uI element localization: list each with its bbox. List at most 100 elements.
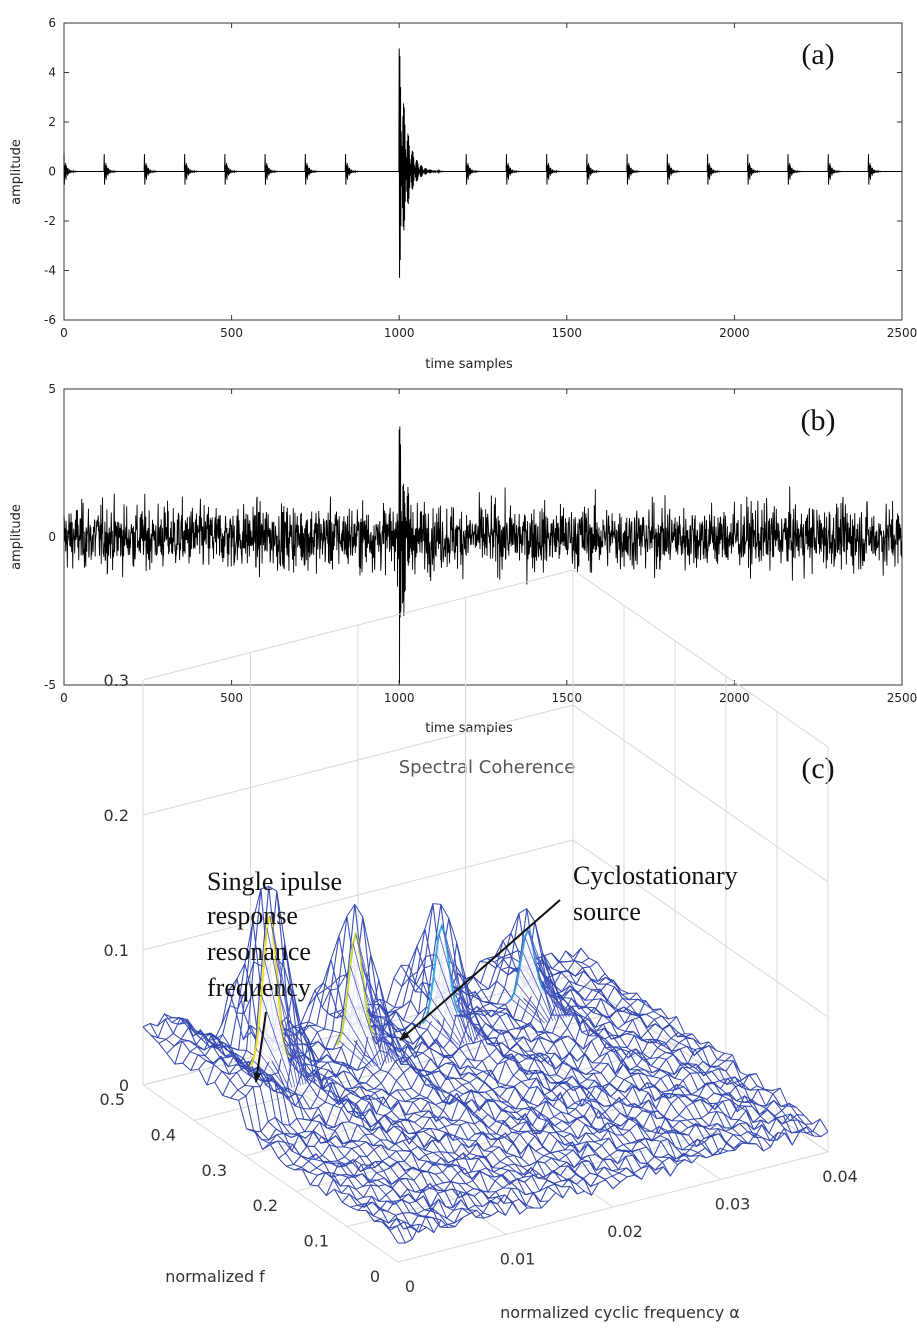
peak-stripe bbox=[449, 972, 482, 1040]
peak-stripe bbox=[255, 1048, 287, 1090]
z-tick-label: 0.3 bbox=[104, 671, 129, 690]
mesh-line bbox=[457, 973, 714, 1156]
peak-stripe bbox=[280, 1021, 312, 1083]
mesh-line bbox=[400, 903, 657, 1175]
peak-stripe bbox=[516, 982, 548, 1023]
x-axis-label: normalized cyclic frequency α bbox=[500, 1303, 740, 1322]
panel-label: (b) bbox=[801, 404, 836, 437]
peak-stripe bbox=[355, 934, 387, 1064]
mesh-line bbox=[178, 1022, 435, 1233]
y-tick-label: 5 bbox=[48, 382, 56, 396]
x-tick-label: 1500 bbox=[552, 691, 583, 705]
mesh-line bbox=[250, 1025, 506, 1216]
y-tick-label: -5 bbox=[44, 678, 56, 692]
mesh-line bbox=[522, 966, 779, 1142]
annotation-arrow bbox=[399, 899, 561, 1041]
x-tick-label: 2500 bbox=[887, 691, 917, 705]
mesh-line bbox=[228, 885, 485, 1219]
x-tick-label: 2000 bbox=[719, 691, 750, 705]
peak-stripe bbox=[283, 1041, 315, 1083]
peak-stripe bbox=[452, 991, 484, 1039]
annotation-line: resonance bbox=[207, 937, 311, 966]
x-tick-label: 2000 bbox=[719, 326, 750, 340]
mesh-line bbox=[465, 976, 721, 1157]
z-tick-label: 0.2 bbox=[104, 806, 129, 825]
grid-line bbox=[142, 1084, 399, 1263]
grid-line bbox=[346, 1116, 778, 1228]
annotation-line: frequency bbox=[207, 973, 311, 1002]
surface-peaks bbox=[249, 915, 576, 1091]
mesh-line bbox=[407, 960, 664, 1171]
x-tick-label: 1500 bbox=[552, 326, 583, 340]
chart-title: Spectral Coherence bbox=[399, 757, 576, 778]
annotation-single-impulse: Single ipulse response resonance frequen… bbox=[207, 867, 342, 1083]
peak-stripe bbox=[538, 976, 570, 1017]
mesh-line bbox=[486, 908, 743, 1149]
panel-label: (c) bbox=[801, 752, 834, 785]
peak-stripe bbox=[274, 955, 307, 1085]
annotation-cyclostationary: Cyclostationary source bbox=[399, 861, 738, 1041]
y-tick-label: 0 bbox=[370, 1267, 380, 1286]
mesh-line bbox=[422, 982, 678, 1166]
peak-stripe bbox=[438, 933, 471, 1043]
mesh-line bbox=[257, 1030, 514, 1203]
mesh-line bbox=[156, 1018, 413, 1240]
x-tick-label: 500 bbox=[220, 326, 243, 340]
mesh-line bbox=[436, 981, 693, 1164]
peak-stripe bbox=[352, 943, 385, 1065]
peak-stripe bbox=[366, 1010, 398, 1061]
panel-label: (a) bbox=[801, 38, 834, 71]
y-tick-label: 6 bbox=[48, 16, 56, 30]
y-tick-label: -6 bbox=[44, 313, 56, 327]
y-axis-label: amplitude bbox=[9, 139, 24, 205]
x-tick-label: 1000 bbox=[384, 691, 415, 705]
panel-c: Spectral Coherence (c) 0 0.01 0.02 0.03 0.04… bbox=[100, 569, 858, 1322]
grid-line bbox=[142, 839, 574, 951]
peak-stripe bbox=[458, 1010, 490, 1038]
panel-b: 0 500 1000 1500 2000 2500 -5 0 5 time samples am… bbox=[9, 382, 917, 736]
peak-stripe bbox=[513, 992, 545, 1024]
mesh-line bbox=[565, 950, 822, 1138]
y-tick-label: 0 bbox=[48, 165, 56, 179]
x-axis-label: time samples bbox=[425, 721, 513, 736]
mesh-line bbox=[429, 984, 685, 1163]
peak-stripe bbox=[341, 1031, 373, 1068]
y-axis-label: normalized f bbox=[165, 1267, 265, 1286]
x-tick-label: 0.03 bbox=[715, 1195, 751, 1214]
annotation-arrow bbox=[253, 1011, 267, 1083]
signal-trace bbox=[63, 48, 902, 278]
x-tick-label: 2500 bbox=[887, 326, 917, 340]
peak-stripe bbox=[510, 998, 543, 1025]
peak-stripe bbox=[347, 992, 379, 1066]
mesh-line bbox=[501, 966, 757, 1145]
mesh-line bbox=[149, 1023, 406, 1244]
peak-stripe bbox=[519, 967, 551, 1022]
annotation-line: Single ipulse bbox=[207, 867, 342, 896]
mesh-line bbox=[515, 967, 772, 1148]
mesh-line bbox=[529, 962, 786, 1141]
mesh-line bbox=[199, 1029, 456, 1228]
peak-stripe bbox=[424, 1019, 457, 1047]
peak-stripe bbox=[369, 1024, 401, 1061]
panel-a: 0 500 1000 1500 2000 2500 -6 -4 -2 0 2 4 6 time samp… bbox=[9, 16, 917, 372]
peak-stripe bbox=[435, 953, 468, 1044]
peak-stripe bbox=[338, 1040, 371, 1069]
peak-stripe bbox=[360, 962, 393, 1063]
y-tick-label: 4 bbox=[48, 66, 56, 80]
mesh-line bbox=[278, 1024, 535, 1209]
peak-stripe bbox=[544, 990, 576, 1016]
grid-line bbox=[572, 704, 829, 883]
z-tick-label: 0.1 bbox=[104, 941, 129, 960]
grid-line bbox=[142, 569, 574, 681]
mesh-line bbox=[451, 986, 707, 1159]
mesh-line bbox=[164, 1013, 420, 1230]
peak-stripe bbox=[258, 1026, 290, 1089]
mesh-line bbox=[264, 1032, 521, 1215]
x-tick-label: 0.04 bbox=[822, 1167, 858, 1186]
y-tick-label: -4 bbox=[44, 264, 56, 278]
grid-line bbox=[572, 569, 829, 748]
x-tick-label: 0.01 bbox=[500, 1250, 536, 1269]
peak-stripe bbox=[441, 925, 473, 1042]
mesh-line bbox=[350, 1006, 607, 1181]
y-tick-label: 2 bbox=[48, 115, 56, 129]
